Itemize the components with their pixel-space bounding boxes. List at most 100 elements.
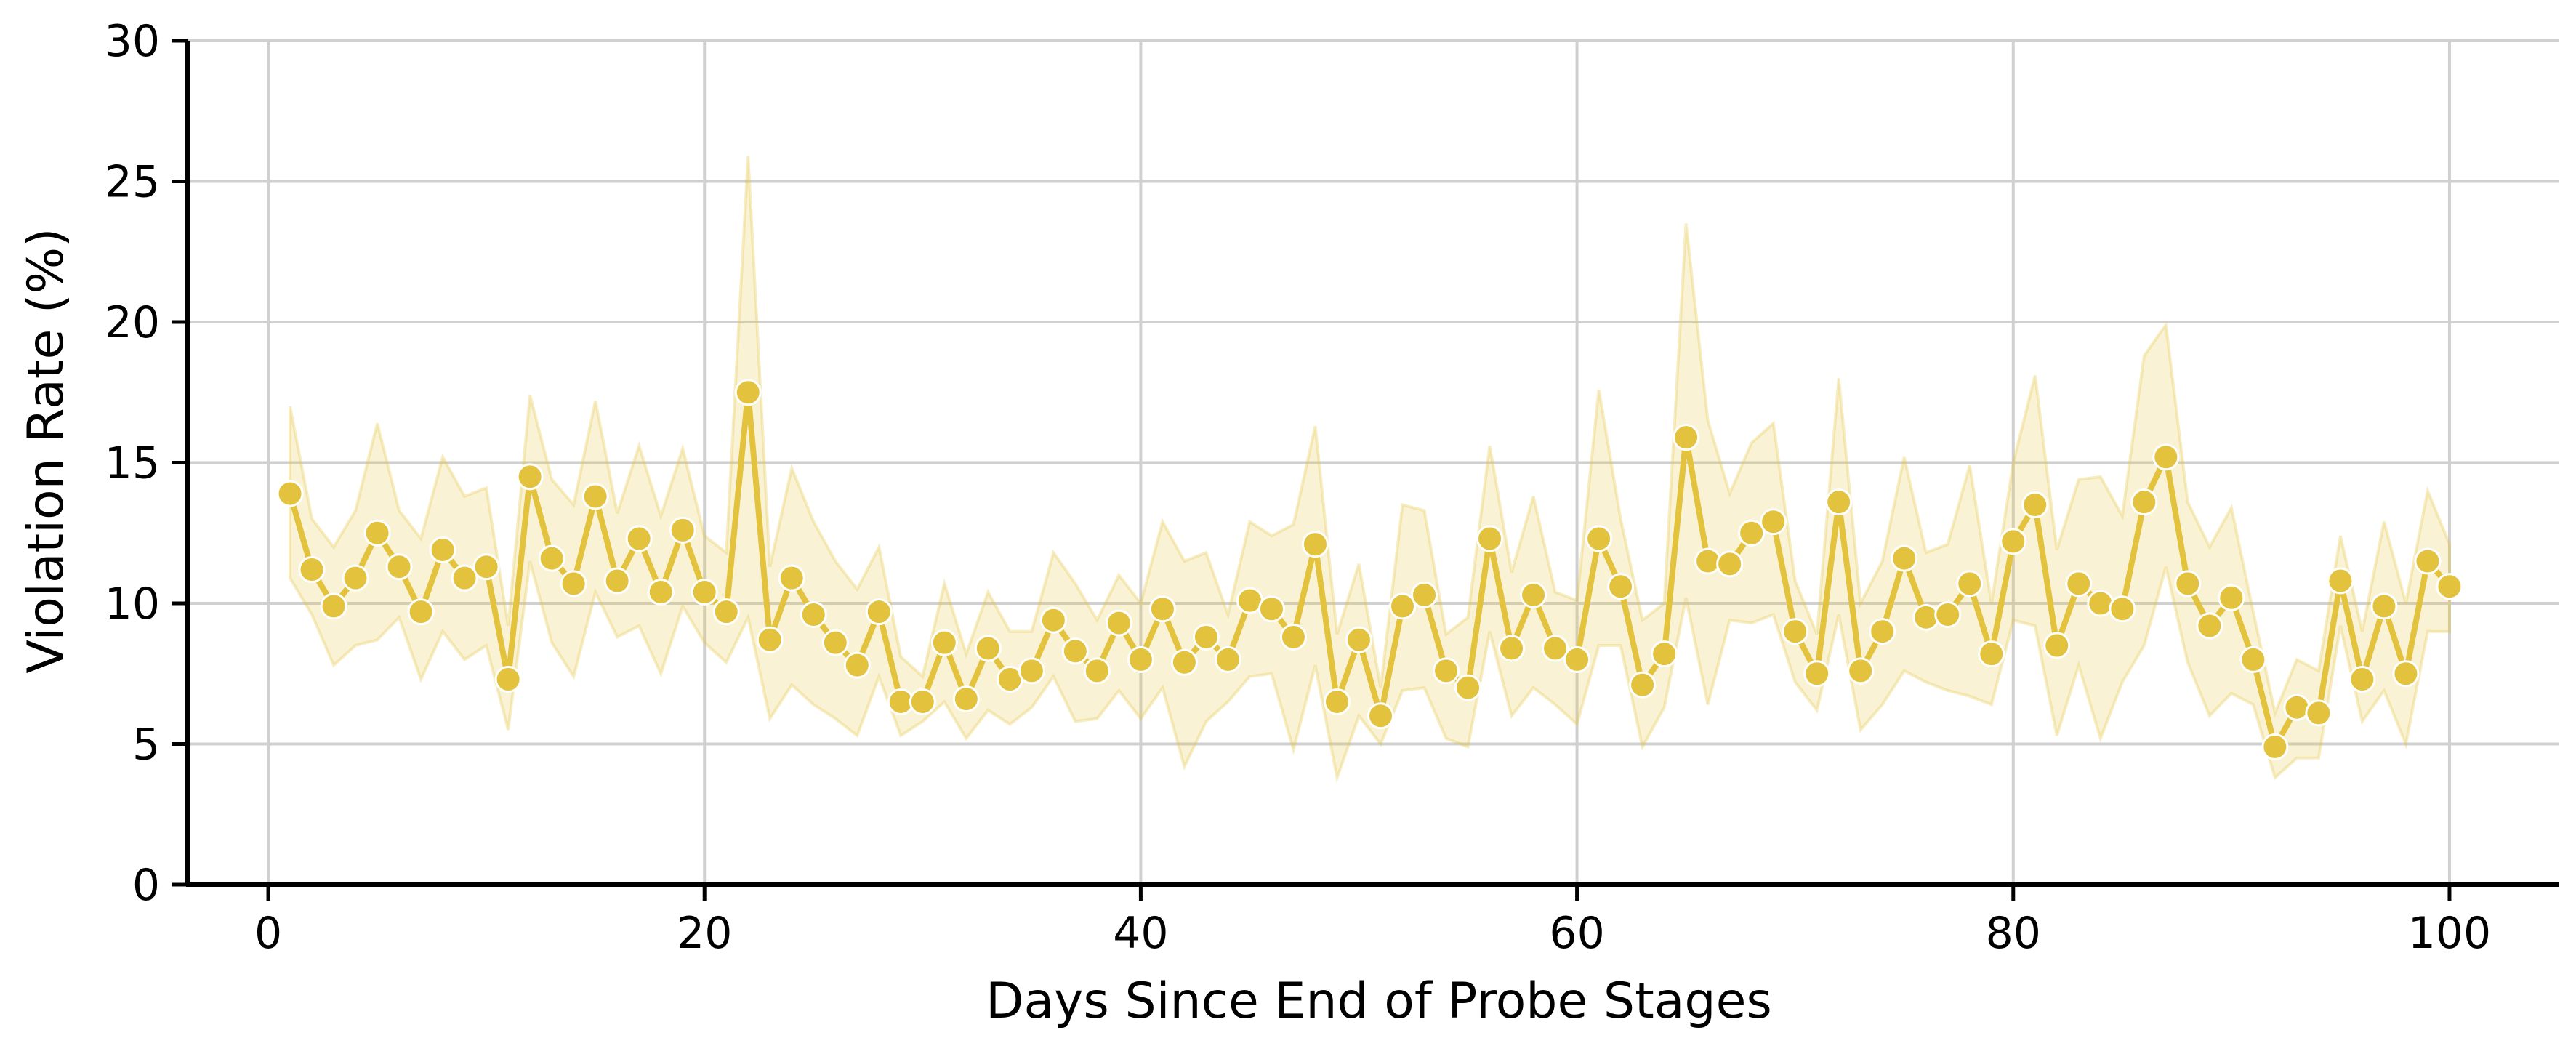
data-point <box>669 516 696 544</box>
data-point <box>2283 693 2311 721</box>
data-point <box>2414 547 2442 575</box>
data-point <box>2109 595 2136 623</box>
data-point <box>1323 688 1351 715</box>
data-point <box>2370 592 2398 620</box>
data-point <box>1891 544 1918 572</box>
data-point <box>1542 635 1569 662</box>
data-point <box>691 579 718 606</box>
data-point <box>2087 590 2114 617</box>
data-point <box>1367 702 1395 730</box>
data-point <box>2348 665 2376 693</box>
data-point <box>1257 595 1285 623</box>
data-point <box>298 556 326 584</box>
y-tick-label: 20 <box>105 297 160 348</box>
data-point <box>451 564 478 592</box>
data-point <box>1673 424 1700 451</box>
data-point <box>2305 699 2333 727</box>
y-tick-label: 15 <box>105 438 160 489</box>
data-point <box>1956 570 1984 598</box>
data-point <box>581 483 609 510</box>
data-point <box>1279 623 1307 651</box>
y-tick-label: 30 <box>105 16 160 67</box>
data-point <box>1192 623 1220 651</box>
data-point <box>2239 645 2267 673</box>
data-point <box>1760 508 1787 536</box>
data-point <box>1738 519 1766 547</box>
confidence-band-group <box>289 156 2451 784</box>
data-point <box>1651 640 1678 668</box>
data-point <box>1018 657 1045 685</box>
data-point <box>1825 488 1853 516</box>
data-point <box>756 626 784 653</box>
data-point <box>1607 573 1635 600</box>
data-point <box>2065 570 2093 598</box>
data-point <box>800 600 827 628</box>
data-points <box>276 379 2463 760</box>
data-point <box>2152 443 2180 471</box>
data-point <box>2196 612 2223 640</box>
data-point <box>385 553 413 581</box>
data-point <box>1411 581 1438 608</box>
data-point <box>472 553 500 581</box>
data-point <box>1978 640 2005 668</box>
data-point <box>2261 733 2289 760</box>
data-point <box>1869 618 1896 645</box>
x-tick-label: 60 <box>1549 908 1604 959</box>
data-point <box>2327 567 2354 595</box>
data-point <box>625 525 653 552</box>
series-line <box>287 389 2452 750</box>
data-point <box>516 463 544 491</box>
data-point <box>1061 637 1089 665</box>
data-point <box>2130 488 2158 516</box>
data-point <box>1498 635 1526 662</box>
data-point <box>1039 606 1067 634</box>
data-point <box>1716 550 1744 578</box>
data-point <box>1934 600 1962 628</box>
data-point <box>2021 491 2049 519</box>
data-point <box>2000 528 2027 555</box>
data-point <box>1782 618 1809 645</box>
y-axis-label: Violation Rate (%) <box>17 228 75 673</box>
data-point <box>1301 531 1329 558</box>
data-point <box>909 688 936 715</box>
data-point <box>1127 645 1154 673</box>
data-point <box>1214 645 1241 673</box>
data-point <box>734 379 762 406</box>
data-point <box>1389 592 1417 620</box>
x-tick-label: 40 <box>1113 908 1168 959</box>
x-tick-label: 80 <box>1986 908 2041 959</box>
data-point <box>712 598 740 626</box>
x-tick-label: 100 <box>2408 908 2492 959</box>
data-point <box>603 567 631 595</box>
data-point <box>2174 570 2202 598</box>
data-point <box>1803 660 1831 688</box>
series-line-group <box>287 389 2452 750</box>
y-tick-label: 0 <box>132 860 160 911</box>
data-point <box>865 598 893 626</box>
data-point <box>647 579 675 606</box>
data-point <box>821 629 849 656</box>
data-point <box>1847 657 1875 685</box>
data-point <box>407 598 435 626</box>
data-point <box>560 570 587 598</box>
x-tick-label: 0 <box>254 908 282 959</box>
data-point <box>1083 657 1111 685</box>
data-point <box>538 544 565 572</box>
data-point <box>1454 674 1482 701</box>
x-axis-label: Days Since End of Probe Stages <box>986 973 1772 1030</box>
data-point <box>974 635 1002 662</box>
data-point <box>2043 632 2071 659</box>
data-point <box>1476 525 1504 552</box>
data-point <box>1148 595 1176 623</box>
x-tick-label: 20 <box>677 908 732 959</box>
confidence-band <box>289 156 2451 784</box>
data-point <box>363 519 391 547</box>
ticks: 0 20 40 60 80 100 0 5 10 15 20 25 30 <box>105 16 2492 959</box>
data-point <box>1629 671 1657 699</box>
data-point <box>342 564 369 592</box>
y-tick-label: 25 <box>105 157 160 208</box>
data-point <box>843 651 871 679</box>
data-point <box>1520 581 1547 608</box>
